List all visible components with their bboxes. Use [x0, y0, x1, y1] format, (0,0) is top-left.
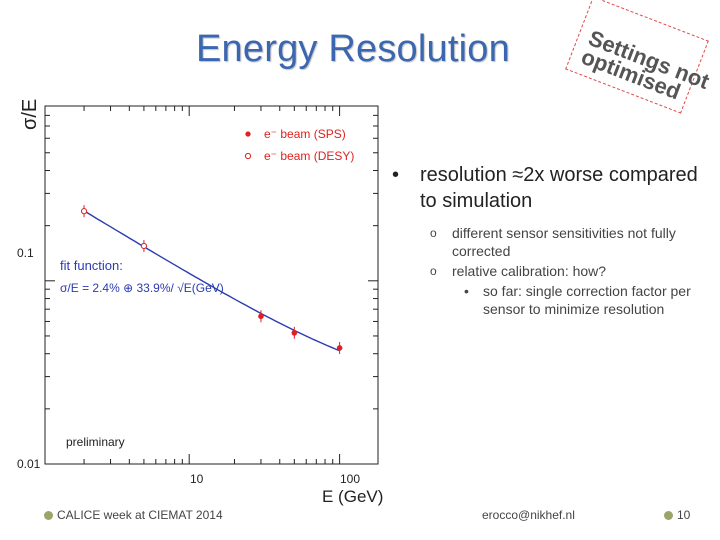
bullet-dot-icon: •	[392, 164, 400, 186]
sub-bullet-2-text: relative calibration: how?	[452, 263, 607, 279]
y-tick-label-0-1: 0.1	[17, 246, 34, 260]
y-axis-label: σ/E	[19, 99, 41, 130]
fit-formula: σ/E = 2.4% ⊕ 33.9%/ √E(GeV)	[60, 281, 224, 295]
page-number: 10	[677, 508, 691, 522]
data-point-sps	[336, 345, 343, 351]
data-points	[80, 205, 343, 354]
footer-dot-icon	[44, 511, 53, 520]
data-point-desy	[80, 208, 88, 215]
data-point-sps	[258, 313, 264, 320]
bullet-main-text: resolution ≈2x worse compared to simulat…	[420, 164, 698, 212]
legend-marker-desy	[244, 152, 252, 160]
legend-marker-sps	[245, 131, 251, 137]
subsub-bullet-text: so far: single correction factor per sen…	[483, 283, 691, 317]
footer-right: 10	[664, 508, 690, 522]
x-tick-label-100: 100	[340, 472, 360, 486]
legend-label-sps: e⁻ beam (SPS)	[264, 127, 346, 141]
subsub-bullet: • so far: single correction factor per s…	[392, 282, 712, 318]
fit-curve-line	[83, 210, 340, 352]
slide-title: Energy Resolution	[196, 28, 510, 70]
data-point-desy	[140, 242, 148, 250]
y-tick-label-0-01: 0.01	[17, 457, 41, 471]
data-point-sps	[291, 330, 298, 336]
footer-left-text: CALICE week at CIEMAT 2014	[57, 508, 223, 522]
footer-left: CALICE week at CIEMAT 2014	[44, 508, 223, 522]
fit-title: fit function:	[60, 258, 123, 273]
axis-ticks	[45, 105, 378, 465]
footer-email: erocco@nikhef.nl	[482, 508, 575, 522]
sub-bullet-1: o different sensor sensitivities not ful…	[392, 224, 712, 260]
fit-curve-group	[83, 210, 340, 352]
bullet-list: • resolution ≈2x worse compared to simul…	[392, 162, 712, 318]
energy-resolution-chart: σ/E E (GeV) 0.1 0.01 10 100 e⁻ beam (SPS…	[17, 99, 383, 506]
sub-bullet-2: o relative calibration: how?	[392, 262, 712, 280]
preliminary-label: preliminary	[66, 435, 125, 449]
x-axis-label: E (GeV)	[322, 487, 383, 506]
bullet-main: • resolution ≈2x worse compared to simul…	[392, 162, 712, 214]
footer-center: erocco@nikhef.nl	[482, 508, 575, 522]
bullet-dot-icon: •	[464, 283, 469, 299]
plot-frame	[44, 105, 379, 465]
hollow-bullet-icon: o	[430, 264, 437, 278]
sub-bullet-1-text: different sensor sensitivities not fully…	[452, 225, 676, 259]
footer-dot-icon	[664, 511, 673, 520]
hollow-bullet-icon: o	[430, 226, 437, 240]
settings-stamp: Settings not optimised	[565, 0, 717, 120]
x-tick-label-10: 10	[190, 472, 204, 486]
legend-label-desy: e⁻ beam (DESY)	[264, 149, 354, 163]
